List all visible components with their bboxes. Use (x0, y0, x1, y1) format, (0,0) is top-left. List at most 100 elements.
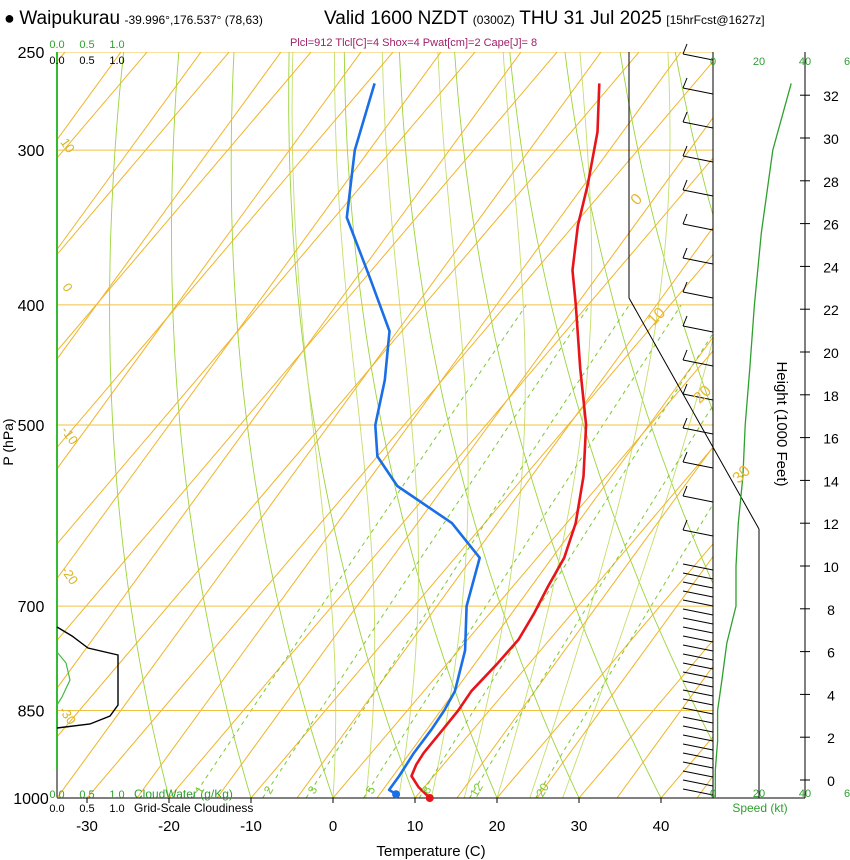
guide-line (456, 446, 713, 798)
isotherm (57, 52, 230, 256)
mixing-ratio-line (535, 503, 713, 798)
guide-line (57, 52, 522, 690)
temp-tick-label: -30 (76, 818, 98, 835)
wind-barb-flag (682, 111, 688, 123)
wind-barb (682, 734, 714, 742)
wind-barb (682, 689, 714, 697)
dry-adiabat (288, 52, 416, 798)
height-tick-label: 4 (827, 687, 835, 703)
wind-barb-flag (682, 349, 688, 361)
cloudwater-tick-top: 0.5 (79, 39, 94, 51)
valid-date: THU 31 Jul 2025 (519, 8, 662, 29)
temp-tick-label: -20 (158, 818, 180, 835)
wind-barb (682, 223, 714, 231)
wind-barb (682, 495, 714, 503)
wind-barb-flag (682, 383, 688, 395)
wind-barb (682, 87, 714, 95)
moist-adiabat (334, 52, 376, 798)
guide-line (57, 52, 442, 580)
wind-barb (682, 653, 714, 661)
height-tick-label: 6 (827, 645, 835, 661)
pressure-tick-label: 250 (18, 45, 45, 62)
isotherm (57, 52, 558, 642)
utc-time: (0300Z) (472, 13, 515, 27)
wind-barb (682, 635, 714, 643)
speed-tick-label-top: 20 (753, 56, 765, 68)
temp-tick-label: 40 (653, 818, 670, 835)
theta-label: 10 (57, 135, 78, 155)
cloudiness-tick-top: 0.5 (79, 55, 94, 67)
station-name: Waipukurau (19, 8, 121, 29)
height-tick-label: 32 (823, 88, 839, 104)
valid-header: Valid 1600 NZDT (0300Z) THU 31 Jul 2025 … (324, 8, 765, 30)
temperature-profile-line (410, 83, 601, 799)
height-tick-label: 16 (823, 431, 839, 447)
wind-barb-flag (682, 519, 688, 531)
dry-adiabat (619, 52, 713, 413)
cloudwater-tick-bottom: 0.0 (49, 789, 64, 801)
wind-barb (682, 662, 714, 670)
surface-temperature-dot (425, 794, 434, 802)
speed-tick-label-bottom: 40 (799, 788, 811, 800)
cloudwater-outline (56, 651, 71, 706)
speed-tick-label-top: 6 (844, 56, 850, 68)
guide-line (0, 0, 37, 798)
isotherm (660, 736, 713, 798)
isotherm (578, 639, 713, 798)
theta-e-label: 10 (645, 304, 670, 329)
dry-adiabat (343, 52, 498, 798)
wind-barb (682, 572, 714, 580)
wind-barb-flag (682, 43, 688, 55)
speed-tick-label-top: 0 (710, 56, 716, 68)
pressure-tick-label: 700 (18, 599, 45, 616)
wind-barb (682, 325, 714, 333)
speed-tick-label-bottom: 0 (710, 788, 716, 800)
cloudiness-tick-bottom: 0.5 (79, 803, 94, 815)
moist-adiabat (291, 52, 337, 798)
temp-tick-label: 10 (407, 818, 424, 835)
wind-barb (682, 725, 714, 733)
isotherm (496, 543, 713, 798)
height-tick-label: 2 (827, 730, 835, 746)
cloudiness-outline (56, 626, 119, 729)
station-header: ● Waipukurau -39.996°,176.537° (78,63) (4, 8, 263, 30)
mixing-ratio-label: 12 (467, 780, 486, 799)
wind-barb (682, 716, 714, 724)
wind-barb (682, 617, 714, 625)
wind-barb (682, 461, 714, 469)
wind-barb (682, 291, 714, 299)
pressure-tick-label: 400 (18, 298, 45, 315)
isotherm (168, 157, 713, 798)
pressure-tick-label: 300 (18, 143, 45, 160)
wind-barb (682, 707, 714, 715)
wind-barb-flag (682, 247, 688, 259)
guide-line (216, 116, 713, 798)
height-tick-label: 8 (827, 602, 835, 618)
dry-adiabat (109, 52, 170, 798)
dry-adiabat (230, 52, 334, 798)
dry-adiabat (564, 52, 713, 585)
isotherm (57, 52, 312, 352)
height-tick-label: 20 (823, 345, 839, 361)
moist-adiabat (381, 52, 419, 798)
isotherm (57, 52, 476, 545)
wind-barb-flag (682, 417, 688, 429)
plot-area (0, 0, 713, 798)
guide-line (57, 52, 122, 141)
theta-label: -10 (58, 423, 81, 447)
pressure-tick-label: 850 (18, 704, 45, 721)
moist-adiabat (529, 52, 671, 798)
wind-barb (682, 698, 714, 706)
wind-barb-flag (682, 213, 688, 225)
height-tick-label: 26 (823, 217, 839, 233)
wind-barb-flag (682, 77, 688, 89)
guide-line (616, 665, 713, 798)
cloudiness-tick-bottom: 0.0 (49, 803, 64, 815)
mixing-ratio-label: 5 (363, 783, 379, 796)
height-tick-label: 14 (823, 473, 839, 489)
height-tick-label: 10 (823, 559, 839, 575)
wind-barb (682, 359, 714, 367)
wind-barb (682, 155, 714, 163)
dry-adiabat (509, 52, 713, 744)
